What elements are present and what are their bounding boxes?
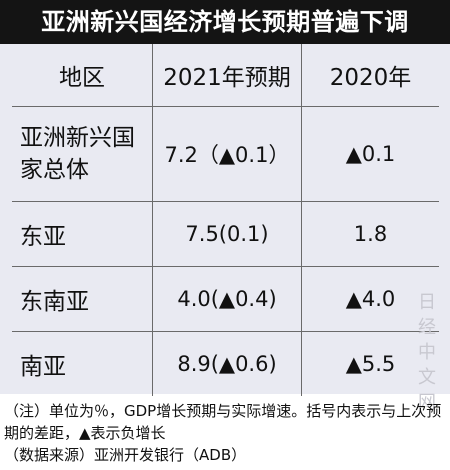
header-2021-forecast: 2021年预期 bbox=[152, 44, 302, 107]
region-cell: 亚洲新兴国家总体 bbox=[12, 106, 153, 202]
watermark-text: 日经中文网 bbox=[418, 292, 436, 413]
value-2020-cell: 1.8 bbox=[301, 201, 439, 267]
footnote: （注）单位为％，GDP增长预期与实际增速。括号内表示与上次预期的差距，▲表示负增… bbox=[4, 402, 442, 442]
value-2020-cell: ▲0.1 bbox=[301, 106, 439, 202]
region-cell: 东南亚 bbox=[12, 266, 153, 332]
data-table-panel: 地区 2021年预期 2020年 亚洲新兴国家总体 7.2（▲0.1） ▲0.1… bbox=[0, 44, 450, 413]
header-2020: 2020年 bbox=[301, 44, 439, 107]
table-header-row: 地区 2021年预期 2020年 bbox=[12, 44, 439, 107]
table-row: 南亚 8.9(▲0.6) ▲5.5 bbox=[12, 331, 439, 396]
chart-title: 亚洲新兴国经济增长预期普遍下调 bbox=[0, 0, 450, 44]
value-2020-cell: ▲4.0 bbox=[301, 266, 439, 332]
region-cell: 东亚 bbox=[12, 201, 153, 267]
forecast-2021-cell: 7.5(0.1) bbox=[152, 201, 302, 267]
forecast-2021-cell: 8.9(▲0.6) bbox=[152, 331, 302, 396]
region-cell: 南亚 bbox=[12, 331, 153, 396]
table-row: 东南亚 4.0(▲0.4) ▲4.0 bbox=[12, 266, 439, 332]
table-row: 东亚 7.5(0.1) 1.8 bbox=[12, 201, 439, 267]
forecast-2021-cell: 4.0(▲0.4) bbox=[152, 266, 302, 332]
table-row: 亚洲新兴国家总体 7.2（▲0.1） ▲0.1 bbox=[12, 106, 439, 202]
value-2020-cell: ▲5.5 bbox=[301, 331, 439, 396]
source-note: （数据来源）亚洲开发银行（ADB） bbox=[4, 446, 247, 464]
header-region: 地区 bbox=[12, 44, 153, 107]
gdp-forecast-table: 地区 2021年预期 2020年 亚洲新兴国家总体 7.2（▲0.1） ▲0.1… bbox=[12, 44, 439, 396]
forecast-2021-cell: 7.2（▲0.1） bbox=[152, 106, 302, 202]
